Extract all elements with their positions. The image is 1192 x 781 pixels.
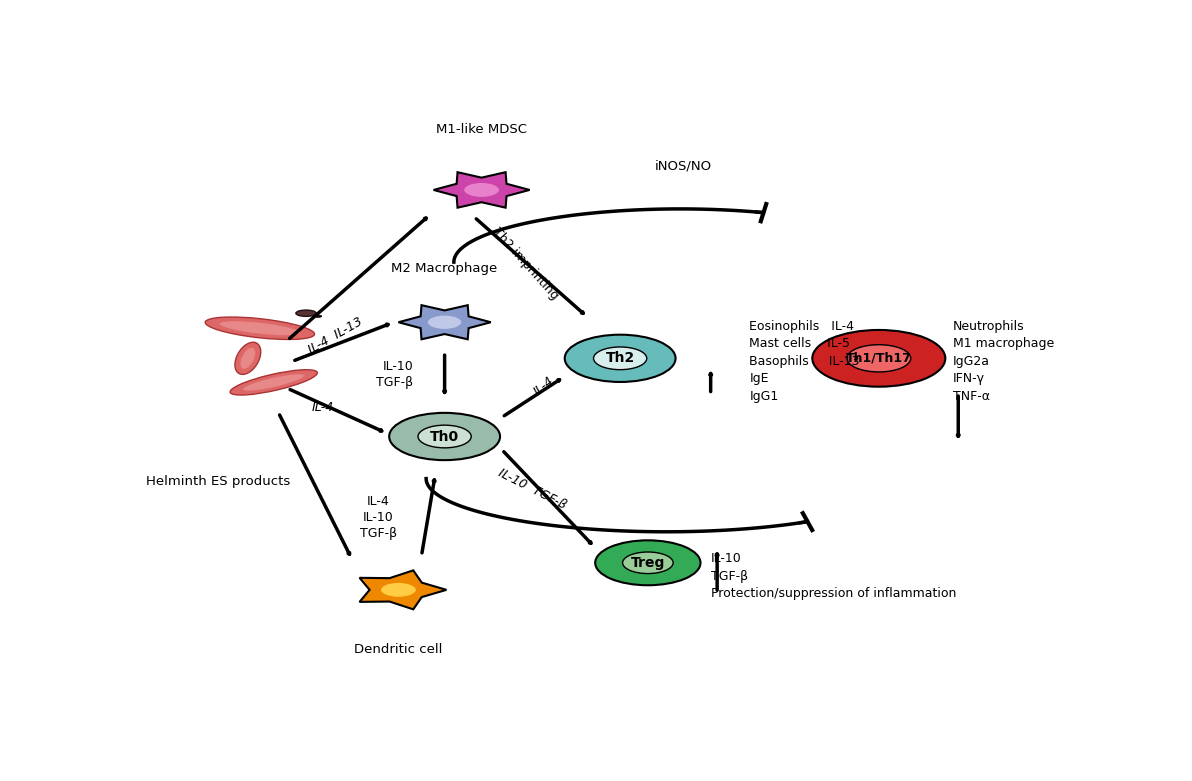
Ellipse shape — [846, 344, 911, 372]
Text: iNOS/NO: iNOS/NO — [654, 159, 712, 173]
Polygon shape — [398, 305, 491, 339]
Text: IL-4
IL-10
TGF-β: IL-4 IL-10 TGF-β — [360, 495, 397, 540]
Ellipse shape — [622, 552, 673, 573]
Text: IL-10
TGF-β: IL-10 TGF-β — [377, 360, 414, 389]
Text: Dendritic cell: Dendritic cell — [354, 644, 442, 657]
Text: M1-like MDSC: M1-like MDSC — [436, 123, 527, 137]
Ellipse shape — [464, 182, 499, 198]
Text: Th2: Th2 — [606, 351, 635, 366]
Text: Helminth ES products: Helminth ES products — [147, 475, 291, 488]
Text: Th0: Th0 — [430, 430, 459, 444]
Ellipse shape — [418, 425, 471, 448]
Text: IL-4  IL-13: IL-4 IL-13 — [306, 315, 365, 356]
Ellipse shape — [594, 347, 647, 369]
Ellipse shape — [296, 310, 316, 316]
Ellipse shape — [315, 315, 322, 317]
Text: Neutrophils
M1 macrophage
IgG2a
IFN-γ
TNF-α: Neutrophils M1 macrophage IgG2a IFN-γ TN… — [952, 320, 1054, 403]
Text: Th2 imprinting: Th2 imprinting — [490, 225, 561, 301]
Ellipse shape — [427, 315, 462, 330]
Polygon shape — [360, 570, 447, 609]
Text: IL-4: IL-4 — [532, 374, 557, 399]
Ellipse shape — [230, 369, 317, 395]
Ellipse shape — [205, 317, 315, 340]
Ellipse shape — [595, 540, 701, 585]
Polygon shape — [434, 172, 529, 208]
Ellipse shape — [240, 348, 256, 369]
Ellipse shape — [389, 413, 501, 460]
Ellipse shape — [380, 582, 417, 597]
Text: IL-10
TGF-β
Protection/suppression of inflammation: IL-10 TGF-β Protection/suppression of in… — [710, 552, 956, 600]
Ellipse shape — [565, 335, 676, 382]
Ellipse shape — [235, 342, 261, 374]
Text: IL-4: IL-4 — [311, 401, 334, 414]
Text: M2 Macrophage: M2 Macrophage — [391, 262, 498, 275]
Text: IL-10  TGF-β: IL-10 TGF-β — [496, 466, 569, 512]
Text: Th1/Th17: Th1/Th17 — [846, 351, 912, 365]
Ellipse shape — [242, 373, 305, 391]
Ellipse shape — [812, 330, 945, 387]
Text: Eosinophils   IL-4
Mast cells    IL-5
Basophils     IL-13
IgE
IgG1: Eosinophils IL-4 Mast cells IL-5 Basophi… — [750, 320, 859, 403]
Text: Treg: Treg — [631, 556, 665, 570]
Ellipse shape — [219, 321, 300, 336]
